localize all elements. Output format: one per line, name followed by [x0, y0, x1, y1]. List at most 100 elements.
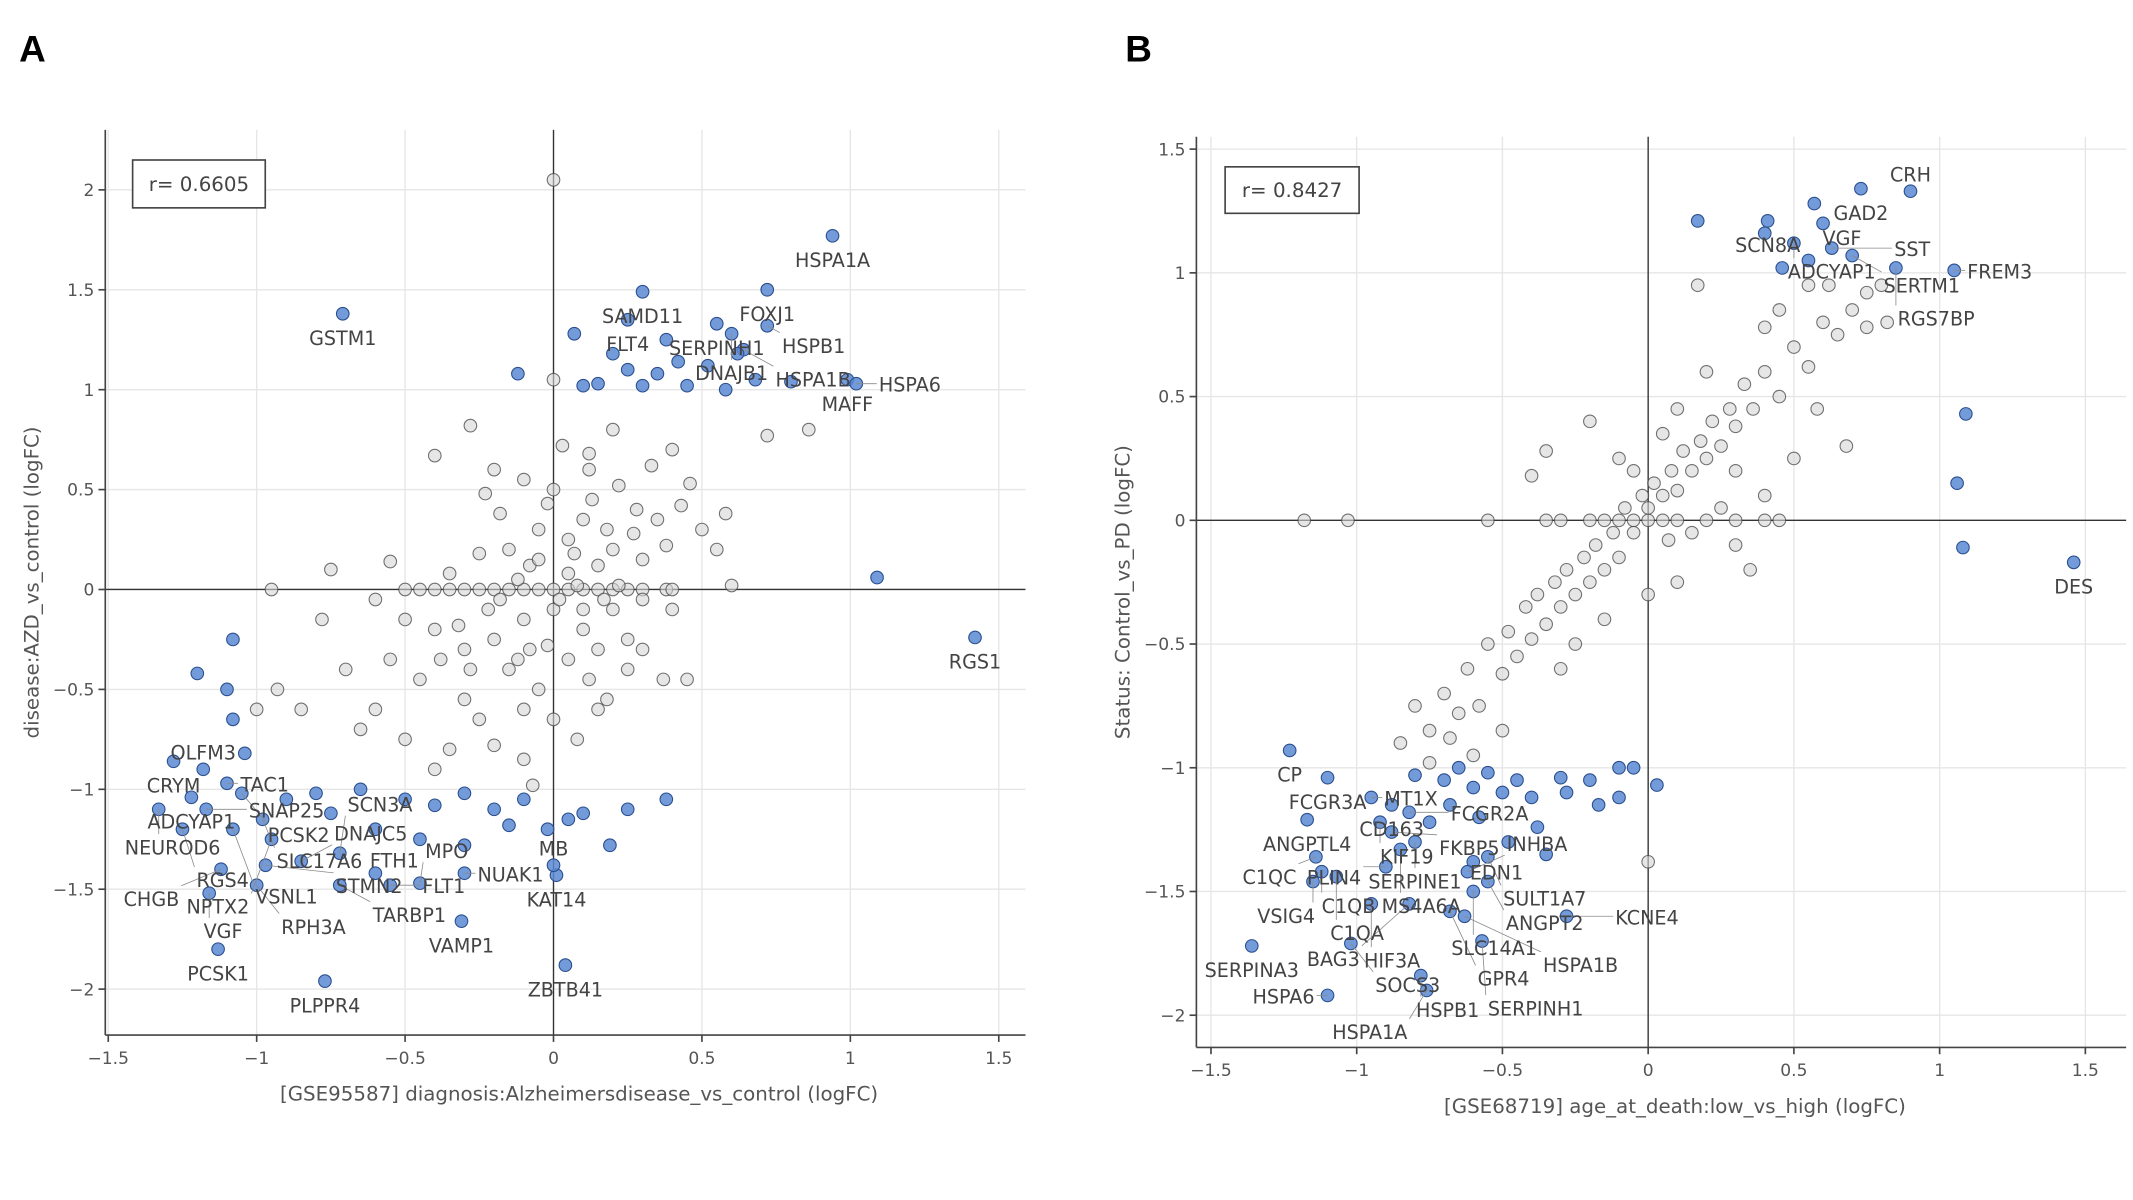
gene-label: FREM3 — [1967, 260, 2032, 283]
background-point — [1481, 637, 1495, 651]
gene-label: SULT1A7 — [1503, 887, 1586, 910]
x-tick-label: 0 — [548, 1049, 559, 1069]
highlighted-point — [413, 832, 427, 847]
background-point — [546, 173, 561, 187]
highlighted-point — [1959, 407, 1973, 421]
label-leader-line — [1361, 903, 1410, 947]
background-point — [600, 692, 614, 707]
background-point — [683, 476, 697, 491]
background-point — [635, 642, 650, 657]
highlighted-point — [1956, 540, 1970, 555]
x-tick-label: 1.5 — [2072, 1061, 2099, 1081]
background-point — [680, 672, 694, 687]
background-point — [1801, 360, 1816, 374]
highlighted-point — [1539, 847, 1553, 862]
background-point — [1757, 488, 1772, 503]
highlighted-point — [650, 366, 665, 381]
background-point — [567, 546, 582, 561]
background-point — [525, 778, 540, 793]
background-point — [555, 438, 570, 453]
highlighted-point — [576, 806, 591, 821]
gene-label: BAG3 — [1307, 948, 1360, 971]
background-point — [413, 582, 427, 597]
background-point — [368, 702, 383, 717]
background-point — [1845, 303, 1860, 317]
gene-label: MPO — [425, 840, 468, 863]
background-point — [442, 742, 457, 757]
background-point — [1664, 463, 1679, 478]
label-leader-line — [301, 844, 333, 862]
background-point — [629, 502, 644, 517]
label-leader-line — [1487, 881, 1505, 911]
background-point — [413, 672, 427, 687]
background-point — [1810, 402, 1825, 416]
background-point — [1746, 402, 1760, 416]
gene-label: DES — [2054, 576, 2093, 599]
y-tick-label: 1.5 — [1158, 140, 1185, 160]
background-point — [487, 738, 501, 753]
highlighted-point — [1530, 820, 1545, 834]
background-point — [383, 554, 398, 569]
background-point — [1437, 686, 1451, 701]
background-point — [582, 446, 596, 461]
highlighted-point — [1495, 785, 1510, 800]
highlighted-point — [353, 782, 368, 797]
gene-label: SOCS3 — [1375, 974, 1440, 997]
highlighted-point — [659, 332, 674, 347]
label-leader-line — [256, 884, 280, 914]
gene-label: VGF — [204, 920, 243, 943]
background-point — [1451, 706, 1466, 721]
gene-label: PLPPR4 — [290, 994, 361, 1017]
background-point — [582, 462, 596, 477]
gene-label: ADCYAP1 — [1788, 260, 1876, 283]
y-tick-label: −2 — [1160, 1006, 1185, 1026]
label-leader-line — [767, 325, 781, 334]
label-leader-line — [250, 839, 272, 894]
highlighted-point — [220, 682, 234, 697]
background-point — [487, 632, 501, 647]
highlighted-point — [1612, 790, 1626, 805]
gene-label: ANGPTL4 — [1263, 833, 1351, 856]
label-leader-line — [181, 868, 222, 887]
gene-label: KIF19 — [1380, 845, 1434, 868]
highlighted-point — [1612, 760, 1626, 775]
gene-label: SAMD11 — [602, 305, 683, 328]
x-tick-label: −1.5 — [1190, 1061, 1231, 1081]
background-point — [1661, 533, 1676, 547]
label-leader-line — [232, 829, 254, 884]
background-point — [1655, 488, 1670, 503]
label-leader-line — [265, 864, 334, 874]
background-point — [1641, 854, 1655, 869]
x-tick-label: −1 — [1344, 1061, 1369, 1081]
gene-label: HSPA1B — [776, 368, 851, 391]
background-point — [591, 558, 605, 573]
x-tick-label: −1 — [244, 1049, 269, 1069]
highlighted-point — [576, 378, 591, 393]
highlighted-point — [635, 378, 650, 393]
highlighted-point — [1320, 770, 1335, 785]
highlighted-point — [457, 786, 472, 801]
highlighted-point — [1501, 835, 1516, 849]
gene-label: C1QA — [1330, 922, 1384, 945]
background-point — [1641, 587, 1655, 602]
y-tick-label: −1 — [1160, 759, 1185, 779]
background-point — [1757, 320, 1772, 335]
label-leader-line — [1409, 990, 1428, 1020]
background-point — [1518, 600, 1533, 614]
background-point — [1676, 444, 1690, 458]
highlighted-point — [870, 570, 884, 585]
background-point — [635, 552, 650, 567]
gene-label: SERTM1 — [1884, 274, 1960, 297]
gene-label: INHBA — [1507, 833, 1568, 856]
background-point — [457, 692, 472, 707]
label-leader-line — [182, 829, 195, 867]
background-point — [1548, 575, 1562, 590]
highlighted-point — [620, 362, 635, 377]
background-point — [457, 642, 472, 657]
background-point — [315, 612, 329, 627]
highlighted-point — [748, 372, 763, 387]
y-tick-label: 1 — [83, 381, 94, 401]
gene-label: HSPB1 — [782, 335, 845, 358]
gene-label: SCN8A — [1735, 234, 1800, 257]
gene-label: RGS1 — [949, 651, 1001, 674]
